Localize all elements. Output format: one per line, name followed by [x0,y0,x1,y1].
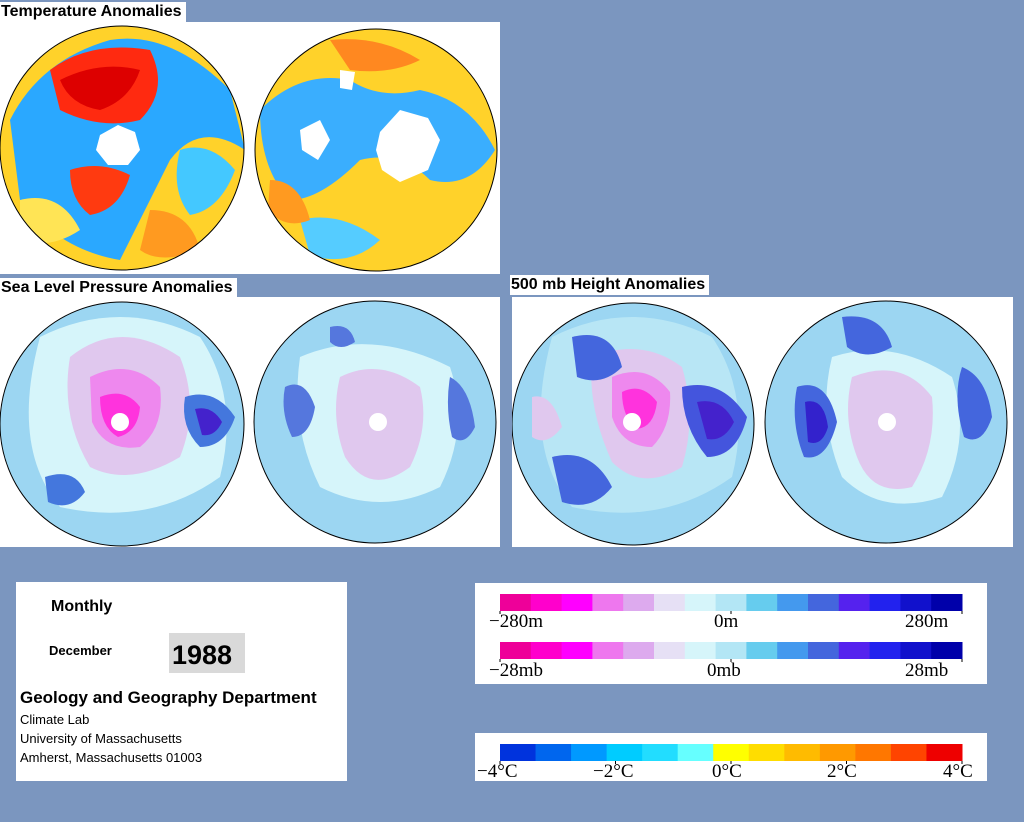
temperature-colorbar [499,744,963,764]
temperature-legend: −4°C −2°C 0°C 2°C 4°C [475,733,987,782]
color-swatch [838,594,871,611]
color-swatch [530,594,563,611]
color-swatch [715,642,747,659]
pressure-right-label: 28mb [905,660,949,681]
color-swatch [592,594,624,611]
color-swatch [713,744,750,761]
color-swatch [654,594,686,611]
color-swatch [715,594,747,611]
color-swatch [869,642,901,659]
color-swatch [748,744,785,761]
height-map-south [765,301,1007,543]
color-swatch [869,594,901,611]
color-swatch [855,744,892,761]
height-title: 500 mb Height Anomalies [510,275,710,295]
pressure-mid-label: 0mb [707,660,741,681]
university-label: University of Massachusetts [20,731,182,746]
color-swatch [684,594,717,611]
color-swatch [931,642,963,659]
temperature-panel [0,22,500,274]
info-box: Monthly December Geology and Geography D… [16,582,347,781]
color-swatch [535,744,572,761]
slp-title: Sea Level Pressure Anomalies [0,278,237,298]
color-swatch [777,594,809,611]
color-swatch [746,642,778,659]
color-swatch [623,642,655,659]
color-swatch [808,594,840,611]
color-swatch [819,744,856,761]
color-swatch [890,744,927,761]
color-swatch [606,744,643,761]
year-label: 1988 [172,640,233,670]
temp-label-1: −2°C [593,761,634,782]
color-swatch [623,594,655,611]
color-swatch [777,642,809,659]
color-swatch [571,744,608,761]
height-panel [512,297,1013,547]
color-swatch [931,594,963,611]
slp-panel [0,297,500,547]
slp-map-north [0,302,244,546]
color-swatch [746,594,778,611]
color-swatch [561,594,593,611]
color-swatch [808,642,840,659]
color-swatch [530,642,563,659]
lab-label: Climate Lab [20,712,90,727]
height-right-label: 280m [905,611,949,632]
color-swatch [561,642,593,659]
slp-maps [0,300,497,547]
year-box: 1988 [169,633,245,673]
temp-label-0: −4°C [477,761,518,782]
height-maps [512,300,1008,546]
color-swatch [500,642,532,659]
color-swatch [900,594,932,611]
height-pressure-legend: −280m 0m 280m −28mb 0mb 28mb [475,583,987,684]
temp-label-2: 0°C [712,761,742,782]
temperature-title: Temperature Anomalies [0,2,186,22]
period-label: Monthly [51,598,113,615]
color-swatch [592,642,624,659]
temperature-map-north [0,26,244,270]
pressure-left-label: −28mb [489,660,543,681]
height-mid-label: 0m [714,611,739,632]
color-swatch [900,642,932,659]
slp-map-south [254,301,496,543]
pressure-colorbars [499,594,963,662]
color-swatch [677,744,714,761]
color-swatch [784,744,821,761]
department-label: Geology and Geography Department [20,688,317,707]
temp-label-4: 4°C [943,761,973,782]
height-map-north [512,303,754,545]
address-label: Amherst, Massachusetts 01003 [20,750,203,765]
temperature-map-south [255,29,497,271]
color-swatch [654,642,686,659]
color-swatch [500,744,537,761]
height-left-label: −280m [489,611,543,632]
month-label: December [49,643,112,658]
color-swatch [926,744,963,761]
color-swatch [838,642,871,659]
color-swatch [642,744,679,761]
temp-label-3: 2°C [827,761,857,782]
color-swatch [684,642,717,659]
color-swatch [500,594,532,611]
temperature-maps [0,25,498,272]
